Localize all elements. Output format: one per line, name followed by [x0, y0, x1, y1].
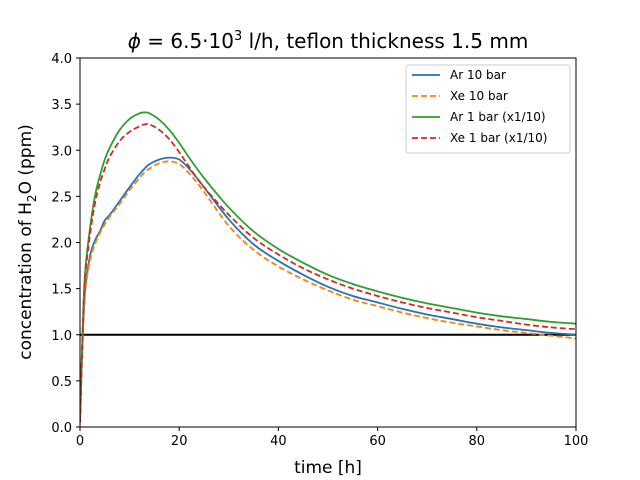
y-tick-label: 0.5 [51, 375, 72, 390]
series-line-0 [80, 156, 576, 423]
y-axis-label: concentration of H2O (ppm) [16, 124, 39, 360]
y-tick-label: 1.0 [51, 329, 72, 344]
y-tick-label: 2.5 [51, 190, 72, 205]
legend-label: Xe 10 bar [450, 89, 508, 103]
x-tick-label: 60 [369, 434, 386, 449]
x-tick-label: 0 [76, 434, 84, 449]
series-line-1 [80, 160, 576, 423]
legend-label: Xe 1 bar (x1/10) [450, 131, 547, 145]
y-tick-label: 2.0 [51, 237, 72, 252]
x-tick-label: 80 [469, 434, 486, 449]
legend-box [405, 64, 571, 154]
plot-frame [79, 57, 577, 428]
y-tick-label: 3.5 [51, 98, 72, 113]
x-tick-label: 100 [564, 434, 589, 449]
x-tick-label: 20 [171, 434, 188, 449]
y-tick-label: 3.0 [51, 144, 72, 159]
series-line-2 [80, 111, 576, 423]
x-axis-label: time [h] [294, 458, 362, 478]
legend: Ar 10 bar Xe 10 bar Ar 1 bar (x1/10) Xe 1 b… [405, 64, 571, 154]
legend-label: Ar 10 bar [450, 68, 506, 82]
series-line-3 [80, 123, 576, 423]
y-tick-label: 0.0 [51, 421, 72, 436]
y-tick-label: 4.0 [51, 52, 72, 67]
y-tick-label: 1.5 [51, 283, 72, 298]
x-tick-label: 40 [270, 434, 287, 449]
legend-label: Ar 1 bar (x1/10) [450, 110, 546, 124]
chart-title: ϕ = 6.5·103 l/h, teflon thickness 1.5 mm [128, 29, 529, 53]
ticks-layer: 0 20 40 60 80 100 0.0 0.5 1.0 1.5 2.0 2.5 3.0 3.5 4.0 [51, 52, 588, 449]
series-layer [80, 111, 576, 423]
